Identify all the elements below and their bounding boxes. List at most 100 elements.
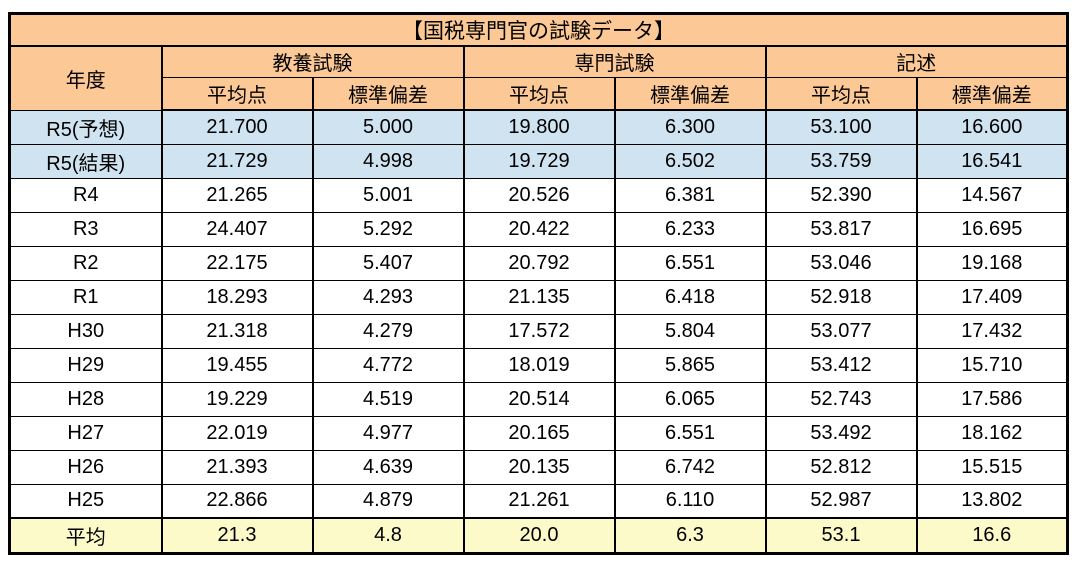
value-cell: 19.729 xyxy=(462,143,616,179)
year-cell: H30 xyxy=(8,313,163,349)
value-cell: 5.292 xyxy=(311,211,465,247)
value-cell: 4.977 xyxy=(311,415,465,451)
table-row: H28 19.229 4.519 20.514 6.065 52.743 17.586 xyxy=(8,381,1069,417)
value-cell: 5.407 xyxy=(311,245,465,281)
value-cell: 53.046 xyxy=(764,245,918,281)
value-cell: 21.3 xyxy=(160,517,314,554)
value-cell: 21.265 xyxy=(160,177,314,213)
value-cell: 6.3 xyxy=(613,517,767,554)
value-cell: 4.772 xyxy=(311,347,465,383)
table-title: 【国税専門官の試験データ】 xyxy=(8,13,1069,47)
value-cell: 6.110 xyxy=(613,483,767,519)
column-header-year: 年度 xyxy=(8,45,163,111)
value-cell: 52.918 xyxy=(764,279,918,315)
value-cell: 16.6 xyxy=(915,517,1069,554)
value-cell: 4.293 xyxy=(311,279,465,315)
column-header-mean-kijutsu: 平均点 xyxy=(764,76,918,111)
table-row: 平均 21.3 4.8 20.0 6.3 53.1 16.6 xyxy=(8,517,1069,554)
value-cell: 53.492 xyxy=(764,415,918,451)
value-cell: 20.526 xyxy=(462,177,616,213)
value-cell: 17.432 xyxy=(915,313,1069,349)
value-cell: 52.743 xyxy=(764,381,918,417)
value-cell: 19.800 xyxy=(462,109,616,145)
value-cell: 4.639 xyxy=(311,449,465,485)
value-cell: 18.293 xyxy=(160,279,314,315)
year-cell: H26 xyxy=(8,449,163,485)
value-cell: 5.804 xyxy=(613,313,767,349)
title-row: 【国税専門官の試験データ】 xyxy=(8,13,1069,47)
table-row: R5(結果) 21.729 4.998 19.729 6.502 53.759 16.541 xyxy=(8,143,1069,179)
value-cell: 52.812 xyxy=(764,449,918,485)
year-cell: R1 xyxy=(8,279,163,315)
value-cell: 17.409 xyxy=(915,279,1069,315)
table-body: R5(予想) 21.700 5.000 19.800 6.300 53.100 16.600… xyxy=(8,109,1069,554)
table-row: R2 22.175 5.407 20.792 6.551 53.046 19.168 xyxy=(8,245,1069,281)
value-cell: 20.165 xyxy=(462,415,616,451)
value-cell: 16.600 xyxy=(915,109,1069,145)
value-cell: 20.792 xyxy=(462,245,616,281)
column-group-kyoyo: 教養試験 xyxy=(160,45,465,78)
value-cell: 22.175 xyxy=(160,245,314,281)
value-cell: 21.135 xyxy=(462,279,616,315)
value-cell: 6.381 xyxy=(613,177,767,213)
value-cell: 53.1 xyxy=(764,517,918,554)
year-cell: 平均 xyxy=(8,517,163,554)
value-cell: 5.000 xyxy=(311,109,465,145)
year-cell: R5(予想) xyxy=(8,109,163,145)
table-row: H25 22.866 4.879 21.261 6.110 52.987 13.802 xyxy=(8,483,1069,519)
column-header-mean-kyoyo: 平均点 xyxy=(160,76,314,111)
value-cell: 53.100 xyxy=(764,109,918,145)
column-header-sd-kijutsu: 標準偏差 xyxy=(915,76,1069,111)
year-cell: H25 xyxy=(8,483,163,519)
table-row: H30 21.318 4.279 17.572 5.804 53.077 17.432 xyxy=(8,313,1069,349)
table-row: R1 18.293 4.293 21.135 6.418 52.918 17.409 xyxy=(8,279,1069,315)
value-cell: 53.759 xyxy=(764,143,918,179)
value-cell: 6.742 xyxy=(613,449,767,485)
value-cell: 4.879 xyxy=(311,483,465,519)
value-cell: 6.551 xyxy=(613,245,767,281)
value-cell: 4.998 xyxy=(311,143,465,179)
year-cell: R2 xyxy=(8,245,163,281)
value-cell: 19.455 xyxy=(160,347,314,383)
value-cell: 20.0 xyxy=(462,517,616,554)
value-cell: 6.551 xyxy=(613,415,767,451)
value-cell: 20.135 xyxy=(462,449,616,485)
value-cell: 17.586 xyxy=(915,381,1069,417)
value-cell: 24.407 xyxy=(160,211,314,247)
value-cell: 13.802 xyxy=(915,483,1069,519)
value-cell: 5.865 xyxy=(613,347,767,383)
value-cell: 21.700 xyxy=(160,109,314,145)
table-row: H27 22.019 4.977 20.165 6.551 53.492 18.162 xyxy=(8,415,1069,451)
value-cell: 6.418 xyxy=(613,279,767,315)
year-cell: H28 xyxy=(8,381,163,417)
table-row: R3 24.407 5.292 20.422 6.233 53.817 16.695 xyxy=(8,211,1069,247)
year-cell: H27 xyxy=(8,415,163,451)
value-cell: 4.8 xyxy=(311,517,465,554)
value-cell: 22.866 xyxy=(160,483,314,519)
value-cell: 17.572 xyxy=(462,313,616,349)
value-cell: 18.019 xyxy=(462,347,616,383)
value-cell: 53.412 xyxy=(764,347,918,383)
value-cell: 21.318 xyxy=(160,313,314,349)
column-group-senmon: 専門試験 xyxy=(462,45,767,78)
value-cell: 52.390 xyxy=(764,177,918,213)
year-cell: R3 xyxy=(8,211,163,247)
value-cell: 18.162 xyxy=(915,415,1069,451)
column-header-sd-kyoyo: 標準偏差 xyxy=(311,76,465,111)
value-cell: 53.077 xyxy=(764,313,918,349)
column-header-sd-senmon: 標準偏差 xyxy=(613,76,767,111)
year-cell: R4 xyxy=(8,177,163,213)
value-cell: 15.710 xyxy=(915,347,1069,383)
value-cell: 4.279 xyxy=(311,313,465,349)
table-header: 【国税専門官の試験データ】 年度 教養試験 専門試験 記述 平均点 標準偏差 平… xyxy=(8,13,1069,111)
value-cell: 6.502 xyxy=(613,143,767,179)
value-cell: 14.567 xyxy=(915,177,1069,213)
value-cell: 21.261 xyxy=(462,483,616,519)
sub-header-row: 平均点 標準偏差 平均点 標準偏差 平均点 標準偏差 xyxy=(10,76,1069,111)
table-row: H26 21.393 4.639 20.135 6.742 52.812 15.515 xyxy=(8,449,1069,485)
value-cell: 22.019 xyxy=(160,415,314,451)
value-cell: 20.422 xyxy=(462,211,616,247)
value-cell: 15.515 xyxy=(915,449,1069,485)
value-cell: 4.519 xyxy=(311,381,465,417)
